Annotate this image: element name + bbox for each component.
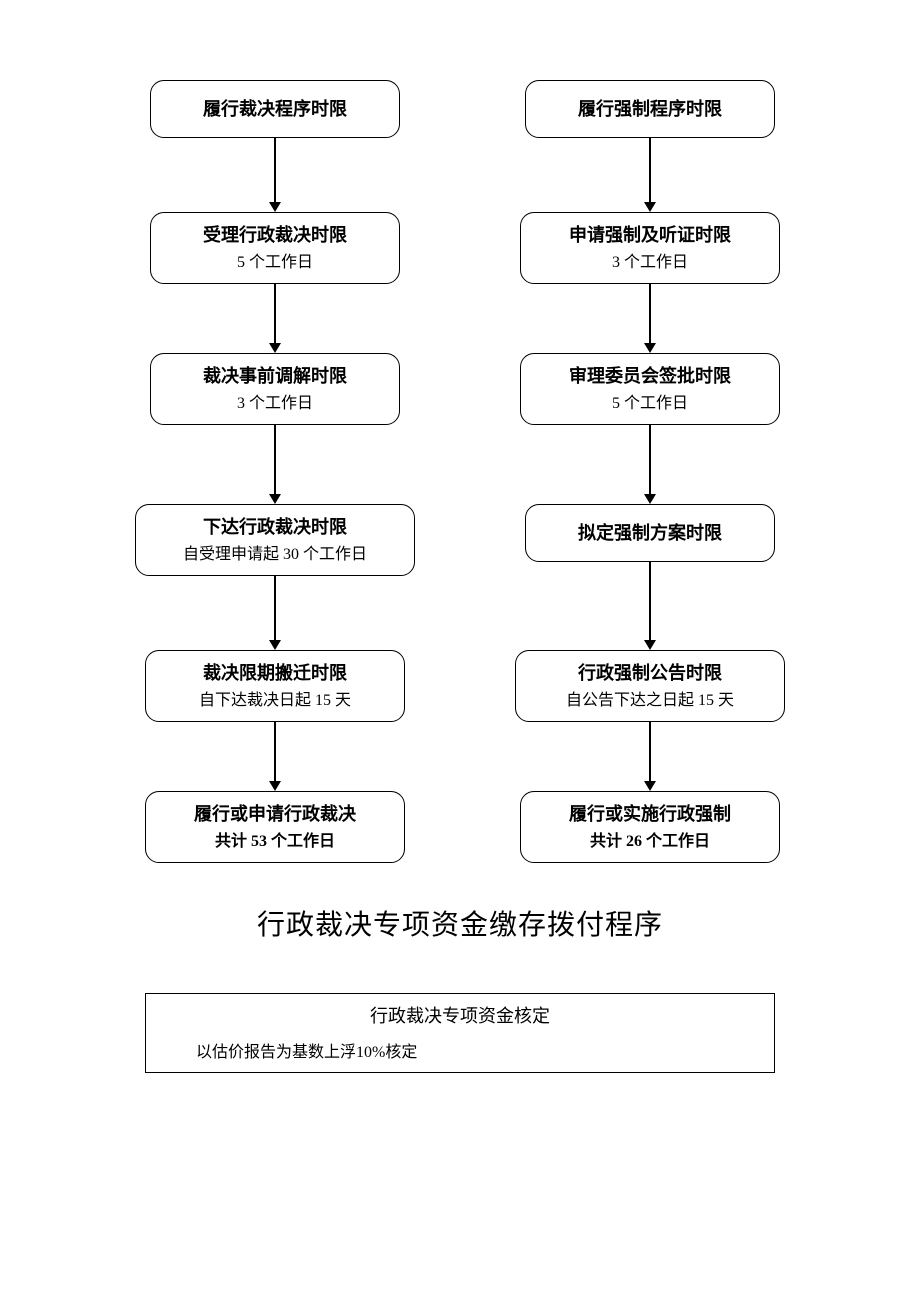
flow-node-title: 下达行政裁决时限 <box>203 514 347 541</box>
flow-node-title: 履行强制程序时限 <box>578 96 722 123</box>
flow-node-title: 履行或实施行政强制 <box>569 801 731 828</box>
flow-arrow <box>644 138 656 212</box>
flow-node: 行政强制公告时限自公告下达之日起 15 天 <box>515 650 785 722</box>
flow-arrow <box>269 576 281 650</box>
bottom-box-title: 行政裁决专项资金核定 <box>146 1002 774 1028</box>
flow-node: 履行裁决程序时限 <box>150 80 400 138</box>
flow-node-sub: 3 个工作日 <box>237 392 313 416</box>
flow-node-sub: 共计 26 个工作日 <box>590 830 710 854</box>
flow-node: 申请强制及听证时限3 个工作日 <box>520 212 780 284</box>
flow-node-title: 履行或申请行政裁决 <box>194 801 356 828</box>
flow-node-title: 履行裁决程序时限 <box>203 96 347 123</box>
flow-arrow <box>644 722 656 791</box>
section-title: 行政裁决专项资金缴存拨付程序 <box>0 903 920 943</box>
flow-node-sub: 3 个工作日 <box>612 251 688 275</box>
flow-node: 履行或实施行政强制共计 26 个工作日 <box>520 791 780 863</box>
flow-node: 裁决事前调解时限3 个工作日 <box>150 353 400 425</box>
flow-node-sub: 自公告下达之日起 15 天 <box>566 689 734 713</box>
flow-arrow <box>644 425 656 504</box>
flow-node-sub: 5 个工作日 <box>237 251 313 275</box>
page: 履行裁决程序时限受理行政裁决时限5 个工作日裁决事前调解时限3 个工作日下达行政… <box>0 0 920 1073</box>
flow-node-title: 行政强制公告时限 <box>578 660 722 687</box>
flow-node-sub: 5 个工作日 <box>612 392 688 416</box>
flow-node-title: 申请强制及听证时限 <box>569 222 731 249</box>
flow-arrow <box>269 138 281 212</box>
flow-column-left: 履行裁决程序时限受理行政裁决时限5 个工作日裁决事前调解时限3 个工作日下达行政… <box>135 80 415 863</box>
flow-node-sub: 自受理申请起 30 个工作日 <box>183 543 367 567</box>
flow-columns: 履行裁决程序时限受理行政裁决时限5 个工作日裁决事前调解时限3 个工作日下达行政… <box>0 80 920 863</box>
bottom-box-sub: 以估价报告为基数上浮10%核定 <box>146 1038 774 1062</box>
flow-arrow <box>269 284 281 353</box>
flow-node-title: 受理行政裁决时限 <box>203 222 347 249</box>
flow-node: 审理委员会签批时限5 个工作日 <box>520 353 780 425</box>
flow-node: 裁决限期搬迁时限自下达裁决日起 15 天 <box>145 650 405 722</box>
flow-arrow <box>644 284 656 353</box>
flow-node-title: 审理委员会签批时限 <box>569 363 731 390</box>
flow-node: 拟定强制方案时限 <box>525 504 775 562</box>
flow-arrow <box>269 722 281 791</box>
flow-node-sub: 共计 53 个工作日 <box>215 830 335 854</box>
flow-node-title: 拟定强制方案时限 <box>578 520 722 547</box>
flow-node-title: 裁决限期搬迁时限 <box>203 660 347 687</box>
flow-node: 履行强制程序时限 <box>525 80 775 138</box>
flow-node: 受理行政裁决时限5 个工作日 <box>150 212 400 284</box>
flow-arrow <box>269 425 281 504</box>
flow-node-sub: 自下达裁决日起 15 天 <box>199 689 351 713</box>
flow-arrow <box>644 562 656 650</box>
flow-node: 下达行政裁决时限自受理申请起 30 个工作日 <box>135 504 415 576</box>
flow-node: 履行或申请行政裁决共计 53 个工作日 <box>145 791 405 863</box>
flow-column-right: 履行强制程序时限申请强制及听证时限3 个工作日审理委员会签批时限5 个工作日拟定… <box>515 80 785 863</box>
flow-node-title: 裁决事前调解时限 <box>203 363 347 390</box>
bottom-box: 行政裁决专项资金核定 以估价报告为基数上浮10%核定 <box>145 993 775 1073</box>
